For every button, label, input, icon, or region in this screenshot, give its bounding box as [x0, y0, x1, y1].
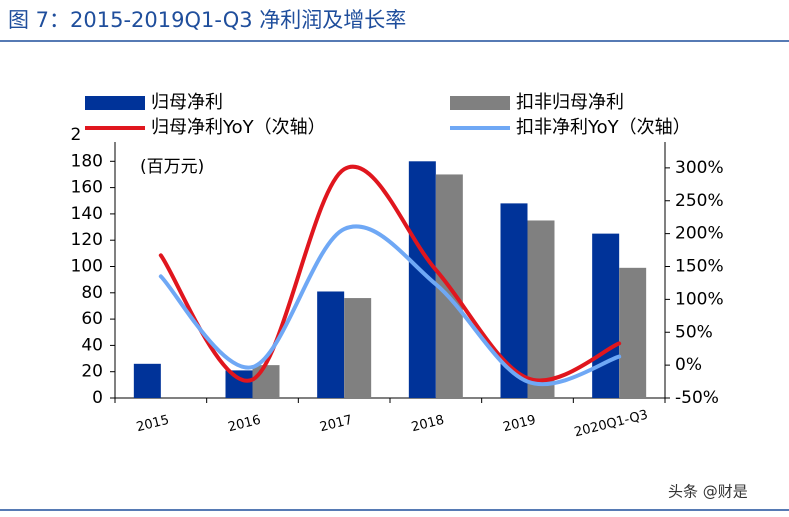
y2-tick-label: 150%: [675, 257, 724, 277]
y-tick-label: 60: [81, 309, 103, 329]
y-tick-label: 20: [81, 362, 103, 382]
y-tick-label: 140: [71, 204, 103, 224]
legend-label: 归母净利: [151, 92, 223, 113]
y-tick-label: 40: [81, 335, 103, 355]
legend-bg: [80, 90, 740, 142]
bar: [252, 365, 280, 398]
bar: [592, 233, 620, 398]
y-tick-label: 80: [81, 283, 103, 303]
bar: [527, 220, 555, 398]
y2-tick-label: 250%: [675, 191, 724, 211]
x-tick-label: 2017: [318, 413, 354, 436]
legend-swatch: [450, 96, 510, 110]
y-tick-label: 120: [71, 230, 103, 250]
y2-tick-label: 300%: [675, 158, 724, 178]
y-tick-label: 180: [71, 151, 103, 171]
y2-tick-label: 100%: [675, 289, 724, 309]
bar: [619, 267, 647, 398]
y2-tick-label: 50%: [675, 322, 713, 342]
bar: [133, 363, 161, 398]
bar: [225, 370, 253, 398]
y2-tick-label: -50%: [675, 388, 719, 408]
watermark: 头条 @财是: [668, 483, 748, 501]
chart-title: 图 7：2015-2019Q1-Q3 净利润及增长率: [8, 8, 406, 32]
y-tick-label: 0: [92, 388, 103, 408]
legend-label: 归母净利YoY（次轴）: [151, 117, 326, 138]
x-tick-label: 2019: [502, 413, 538, 436]
x-tick-label: 2015: [135, 413, 171, 436]
y2-tick-label: 0%: [675, 355, 702, 375]
legend-swatch: [85, 96, 145, 110]
bar: [317, 291, 345, 398]
y2-tick-label: 200%: [675, 224, 724, 244]
x-tick-label: 2018: [410, 413, 446, 436]
line: [158, 224, 622, 387]
x-tick-label: 2016: [227, 413, 263, 436]
x-tick-label: 2020Q1-Q3: [573, 408, 650, 441]
y-tick-label: 160: [71, 178, 103, 198]
bar: [344, 298, 372, 398]
legend-label: 扣非净利YoY（次轴）: [516, 117, 691, 138]
legend-label: 扣非归母净利: [516, 92, 624, 113]
y-tick-label: 100: [71, 257, 103, 277]
line: [158, 164, 622, 383]
unit-label: (百万元): [140, 157, 204, 177]
